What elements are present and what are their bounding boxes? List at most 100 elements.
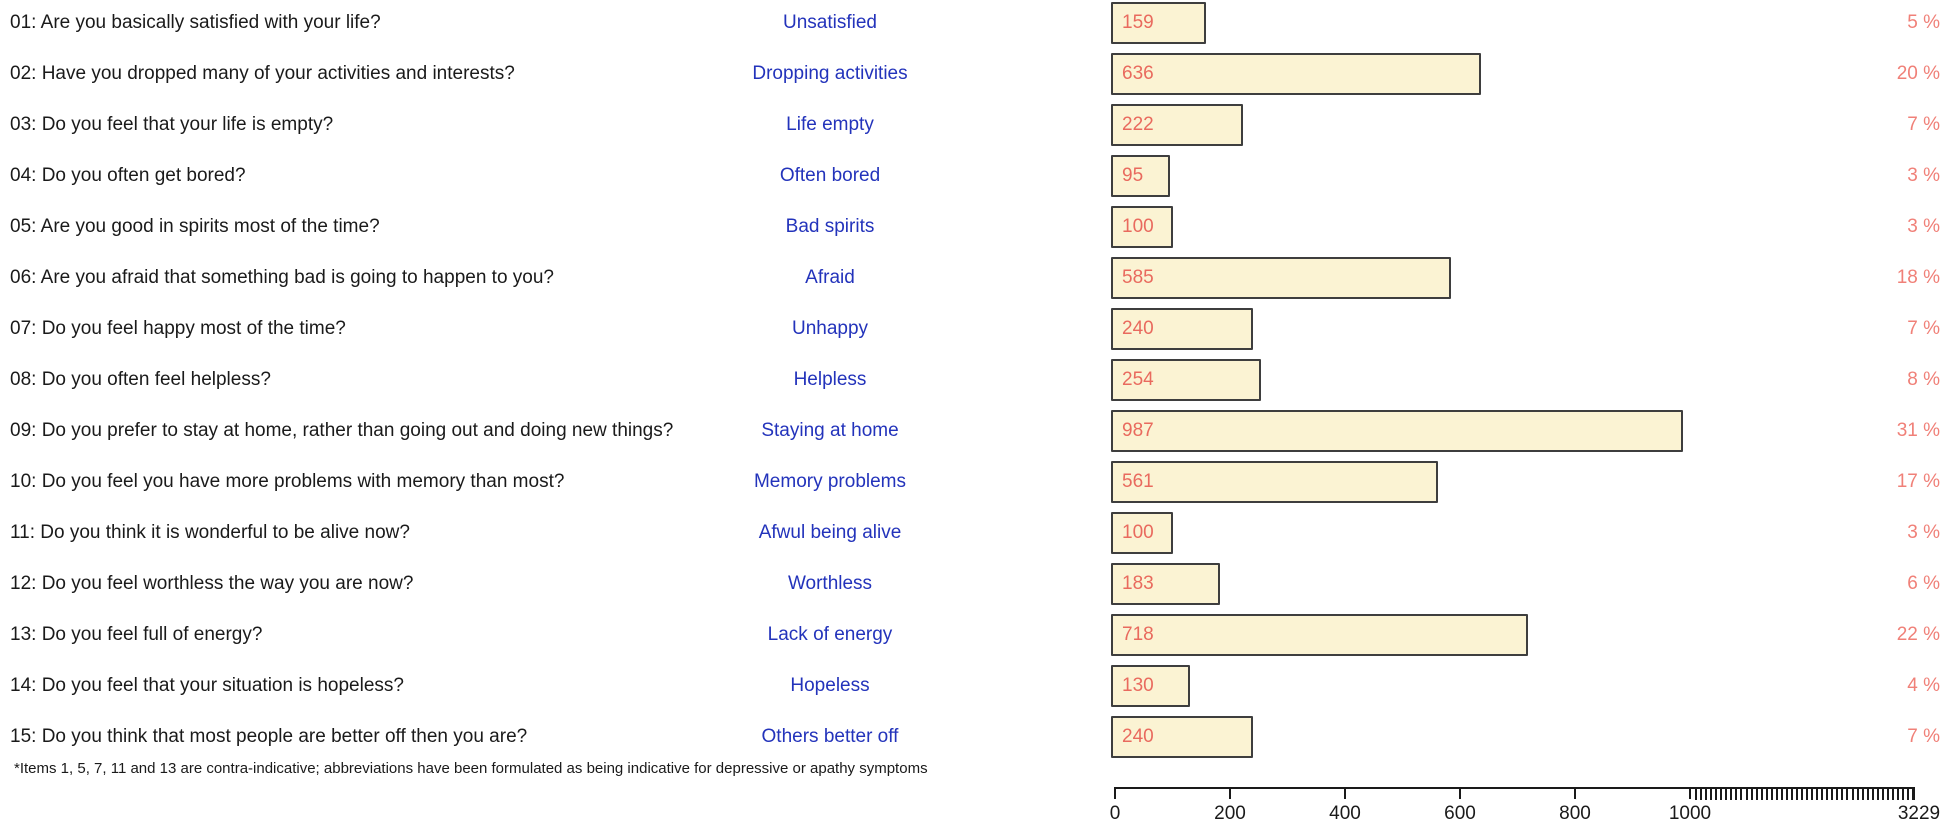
axis-minor-tick bbox=[1695, 787, 1698, 800]
axis-tick bbox=[1229, 787, 1231, 799]
chart-row: 13: Do you feel full of energy? Lack of e… bbox=[0, 614, 1949, 656]
axis-minor-tick bbox=[1795, 787, 1798, 800]
axis-end-tick bbox=[1913, 787, 1915, 800]
question-text: 13: Do you feel full of energy? bbox=[10, 624, 263, 645]
chart-row: 15: Do you think that most people are be… bbox=[0, 716, 1949, 758]
percent-label: 6 % bbox=[1907, 573, 1940, 594]
percent-label: 3 % bbox=[1907, 165, 1940, 186]
axis-minor-tick bbox=[1775, 787, 1778, 800]
count-value: 718 bbox=[1122, 624, 1154, 645]
chart-row: 03: Do you feel that your life is empty?… bbox=[0, 104, 1949, 146]
abbreviation-label: Lack of energy bbox=[767, 624, 893, 645]
abbreviation-label: Bad spirits bbox=[785, 216, 875, 237]
question-text: 12: Do you feel worthless the way you ar… bbox=[10, 573, 414, 594]
axis-tick bbox=[1459, 787, 1461, 799]
count-bar: 718 bbox=[1111, 614, 1528, 656]
axis-minor-tick bbox=[1907, 787, 1910, 800]
axis-minor-tick bbox=[1755, 787, 1758, 800]
axis-minor-tick bbox=[1851, 787, 1854, 800]
percent-label: 18 % bbox=[1896, 267, 1940, 288]
count-bar: 636 bbox=[1111, 53, 1481, 95]
percent-label: 31 % bbox=[1896, 420, 1940, 441]
question-text: 03: Do you feel that your life is empty? bbox=[10, 114, 334, 135]
axis-minor-tick bbox=[1715, 787, 1718, 800]
axis-line bbox=[1115, 787, 1915, 789]
question-text: 10: Do you feel you have more problems w… bbox=[10, 471, 565, 492]
question-text: 06: Are you afraid that something bad is… bbox=[10, 267, 554, 288]
axis-minor-tick bbox=[1886, 787, 1889, 800]
axis-minor-tick bbox=[1811, 787, 1814, 800]
count-value: 561 bbox=[1122, 471, 1154, 492]
axis-tick-label: 400 bbox=[1329, 803, 1361, 824]
chart-row: 11: Do you think it is wonderful to be a… bbox=[0, 512, 1949, 554]
chart-row: 02: Have you dropped many of your activi… bbox=[0, 53, 1949, 95]
axis-minor-tick bbox=[1765, 787, 1768, 800]
percent-label: 8 % bbox=[1907, 369, 1940, 390]
count-value: 222 bbox=[1122, 114, 1154, 135]
axis-minor-tick bbox=[1861, 787, 1864, 800]
axis-tick-label: 0 bbox=[1109, 803, 1121, 824]
axis-minor-tick bbox=[1876, 787, 1879, 800]
axis-minor-tick bbox=[1780, 787, 1783, 800]
count-value: 636 bbox=[1122, 63, 1154, 84]
percent-label: 4 % bbox=[1907, 675, 1940, 696]
axis-minor-tick bbox=[1705, 787, 1708, 800]
chart-row: 09: Do you prefer to stay at home, rathe… bbox=[0, 410, 1949, 452]
abbreviation-label: Life empty bbox=[786, 114, 874, 135]
question-text: 04: Do you often get bored? bbox=[10, 165, 246, 186]
count-bar: 130 bbox=[1111, 665, 1190, 707]
question-text: 08: Do you often feel helpless? bbox=[10, 369, 271, 390]
count-bar: 222 bbox=[1111, 104, 1243, 146]
axis-minor-tick bbox=[1790, 787, 1793, 800]
count-bar: 987 bbox=[1111, 410, 1683, 452]
axis-tick-label: 200 bbox=[1214, 803, 1246, 824]
count-value: 100 bbox=[1122, 522, 1154, 543]
abbreviation-label: Unsatisfied bbox=[783, 12, 877, 33]
chart-row: 05: Are you good in spirits most of the … bbox=[0, 206, 1949, 248]
axis-minor-tick bbox=[1881, 787, 1884, 800]
axis-tick-label: 600 bbox=[1444, 803, 1476, 824]
axis-minor-tick bbox=[1700, 787, 1703, 800]
count-value: 987 bbox=[1122, 420, 1154, 441]
question-text: 01: Are you basically satisfied with you… bbox=[10, 12, 381, 33]
abbreviation-label: Helpless bbox=[793, 369, 867, 390]
percent-label: 3 % bbox=[1907, 216, 1940, 237]
count-value: 254 bbox=[1122, 369, 1154, 390]
percent-label: 22 % bbox=[1896, 624, 1940, 645]
question-text: 02: Have you dropped many of your activi… bbox=[10, 63, 515, 84]
question-text: 07: Do you feel happy most of the time? bbox=[10, 318, 346, 339]
axis-minor-tick bbox=[1710, 787, 1713, 800]
axis-tick bbox=[1114, 787, 1116, 799]
axis-minor-tick bbox=[1750, 787, 1753, 800]
axis-minor-tick bbox=[1785, 787, 1788, 800]
axis-minor-tick bbox=[1901, 787, 1904, 800]
percent-label: 7 % bbox=[1907, 726, 1940, 747]
axis-minor-tick bbox=[1891, 787, 1894, 800]
abbreviation-label: Often bored bbox=[779, 165, 881, 186]
axis-minor-tick bbox=[1720, 787, 1723, 800]
chart-row: 14: Do you feel that your situation is h… bbox=[0, 665, 1949, 707]
count-value: 240 bbox=[1122, 318, 1154, 339]
axis-minor-tick bbox=[1831, 787, 1834, 800]
count-value: 183 bbox=[1122, 573, 1154, 594]
axis-tick bbox=[1689, 787, 1691, 799]
abbreviation-label: Unhappy bbox=[791, 318, 869, 339]
count-value: 240 bbox=[1122, 726, 1154, 747]
axis-minor-tick bbox=[1806, 787, 1809, 800]
chart-row: 06: Are you afraid that something bad is… bbox=[0, 257, 1949, 299]
count-value: 100 bbox=[1122, 216, 1154, 237]
axis-minor-tick bbox=[1841, 787, 1844, 800]
count-value: 585 bbox=[1122, 267, 1154, 288]
axis-minor-tick bbox=[1866, 787, 1869, 800]
abbreviation-label: Memory problems bbox=[753, 471, 907, 492]
chart-row: 07: Do you feel happy most of the time? U… bbox=[0, 308, 1949, 350]
axis-minor-tick bbox=[1871, 787, 1874, 800]
percent-label: 7 % bbox=[1907, 114, 1940, 135]
chart-row: 12: Do you feel worthless the way you ar… bbox=[0, 563, 1949, 605]
axis-minor-tick bbox=[1836, 787, 1839, 800]
count-bar: 100 bbox=[1111, 206, 1173, 248]
count-value: 130 bbox=[1122, 675, 1154, 696]
axis-minor-tick bbox=[1801, 787, 1804, 800]
percent-label: 3 % bbox=[1907, 522, 1940, 543]
chart-row: 10: Do you feel you have more problems w… bbox=[0, 461, 1949, 503]
